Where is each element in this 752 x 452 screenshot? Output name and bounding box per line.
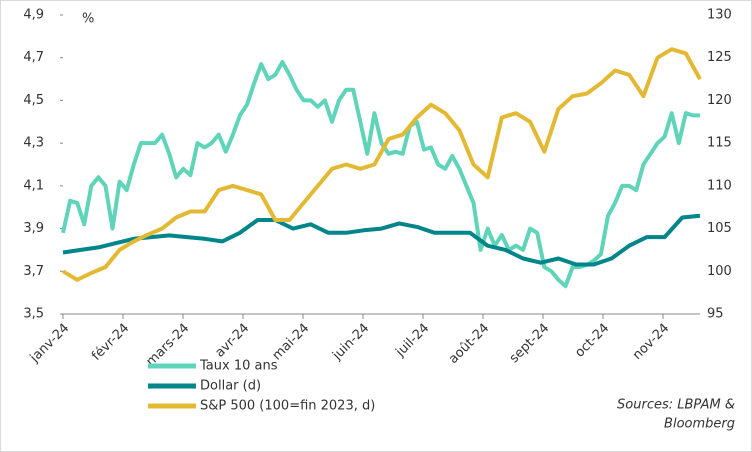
y2-tick-label: 105 — [707, 221, 732, 236]
y2-tick-label: 125 — [707, 50, 732, 65]
y2-tick-label: 110 — [707, 178, 732, 193]
series-line — [61, 60, 700, 289]
annotation: Bloomberg — [664, 417, 735, 432]
series-line — [62, 213, 701, 267]
series-line — [61, 47, 702, 282]
y2-tick-label: 120 — [707, 93, 732, 108]
y2-tick-label: 95 — [707, 307, 724, 322]
y-tick-label: 4,7 — [23, 50, 44, 65]
y2-tick-label: 130 — [707, 8, 732, 23]
y-tick-label: 3,7 — [23, 264, 44, 279]
y2-tick-label: 115 — [707, 136, 732, 151]
y-unit: % — [82, 12, 94, 27]
y-tick-label: 4,5 — [23, 93, 44, 108]
legend-label: Taux 10 ans — [199, 359, 278, 374]
legend-label: Dollar (d) — [200, 379, 261, 394]
legend-label: S&P 500 (100=fin 2023, d) — [200, 399, 375, 414]
y-tick-label: 3,5 — [23, 307, 44, 322]
y2-tick-label: 100 — [707, 264, 732, 279]
y-tick-label: 4,3 — [23, 136, 44, 151]
y-tick-label: 3,9 — [23, 221, 44, 236]
annotation: Sources: LBPAM & — [617, 398, 735, 413]
y-tick-label: 4,1 — [23, 178, 44, 193]
y-tick-label: 4,9 — [23, 8, 44, 23]
